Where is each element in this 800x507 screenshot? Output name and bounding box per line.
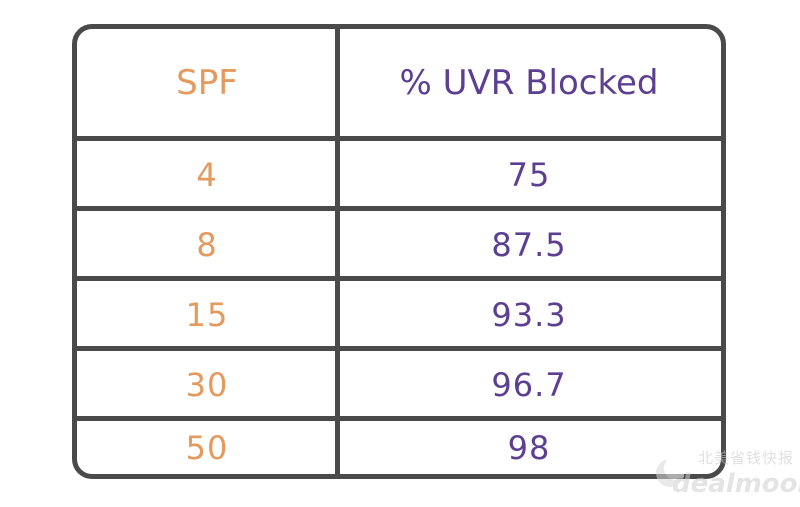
table-row: 50 98 bbox=[77, 416, 721, 474]
uvr-value: 75 bbox=[507, 156, 551, 194]
uvr-value: 93.3 bbox=[491, 296, 567, 334]
spf-value: 15 bbox=[185, 296, 229, 334]
row-divider bbox=[77, 276, 721, 281]
table-row: 8 87.5 bbox=[77, 211, 721, 279]
table-row: 4 75 bbox=[77, 141, 721, 209]
moon-logo-icon bbox=[656, 456, 684, 487]
header-uvr-blocked: % UVR Blocked bbox=[399, 62, 659, 103]
row-divider bbox=[77, 416, 721, 421]
spf-value: 4 bbox=[196, 156, 218, 194]
uvr-value: 96.7 bbox=[491, 366, 567, 404]
watermark-en-text: dealmoon bbox=[672, 469, 800, 499]
uvr-value: 87.5 bbox=[491, 226, 567, 264]
header-divider bbox=[77, 136, 721, 141]
header-spf: SPF bbox=[176, 62, 238, 103]
table-row: 30 96.7 bbox=[77, 351, 721, 419]
table-row: 15 93.3 bbox=[77, 281, 721, 349]
row-divider bbox=[77, 206, 721, 211]
watermark-cn-text: 北美省钱快报 bbox=[698, 449, 795, 467]
dealmoon-watermark: 北美省钱快报 dealmoon bbox=[652, 447, 800, 503]
spf-value: 8 bbox=[196, 226, 218, 264]
spf-value: 30 bbox=[185, 366, 229, 404]
table-header-row: SPF % UVR Blocked bbox=[77, 29, 721, 136]
spf-value: 50 bbox=[185, 428, 229, 467]
spf-uvr-table: SPF % UVR Blocked 4 75 8 87.5 15 93.3 30… bbox=[72, 24, 726, 479]
uvr-value: 98 bbox=[507, 428, 551, 467]
row-divider bbox=[77, 346, 721, 351]
column-divider bbox=[335, 29, 340, 474]
